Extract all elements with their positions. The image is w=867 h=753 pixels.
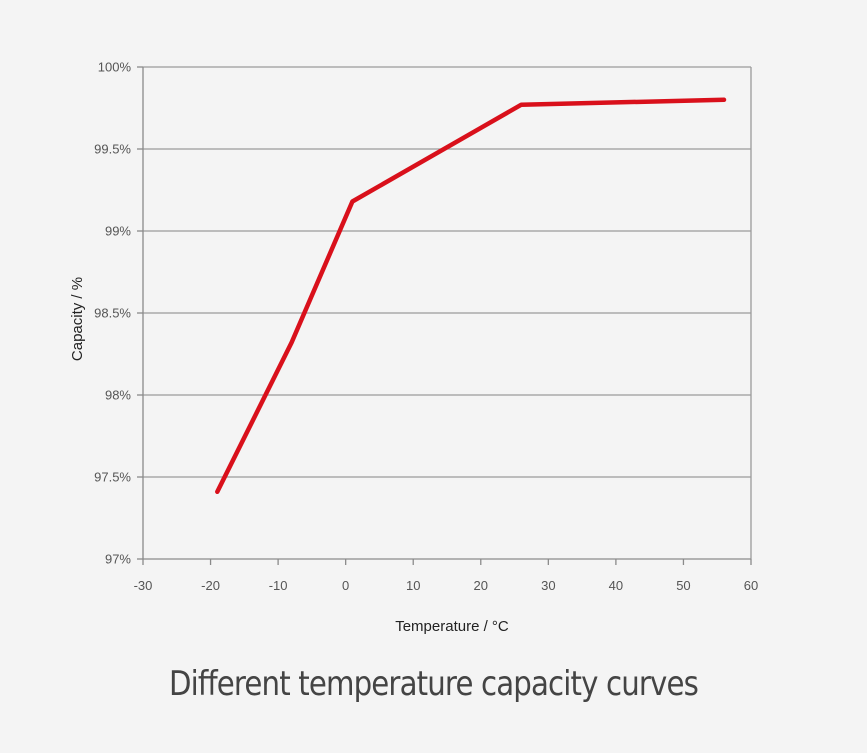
- y-tick-label: 100%: [98, 60, 132, 75]
- y-tick-label: 99.5%: [94, 142, 131, 157]
- x-tick-label: 50: [676, 578, 690, 593]
- y-tick-label: 98.5%: [94, 306, 131, 321]
- x-tick-label: -10: [269, 578, 288, 593]
- chart-caption: Different temperature capacity curves: [168, 664, 699, 704]
- x-tick-label: 10: [406, 578, 420, 593]
- x-axis-title: Temperature / °C: [395, 618, 509, 635]
- x-tick-label: -20: [201, 578, 220, 593]
- x-tick-label: 20: [474, 578, 488, 593]
- y-tick-label: 98%: [105, 388, 131, 403]
- series-line: [215, 97, 727, 495]
- y-axis-title: Capacity / %: [69, 277, 86, 361]
- y-tick-label: 97.5%: [94, 470, 131, 485]
- x-tick-label: 40: [609, 578, 623, 593]
- y-tick-label: 99%: [105, 224, 131, 239]
- x-tick-label: 0: [342, 578, 349, 593]
- chart: 97% 97.5% 98% 98.5% 99% 99.5% 100% -30 -20 -10 0 10…: [69, 60, 758, 636]
- chart-svg: 97% 97.5% 98% 98.5% 99% 99.5% 100% -30 -20 -10 0 10…: [69, 60, 758, 636]
- x-tick-label: -30: [134, 578, 153, 593]
- x-tick-label: 60: [744, 578, 758, 593]
- x-tick-label: 30: [541, 578, 555, 593]
- y-tick-label: 97%: [105, 552, 131, 567]
